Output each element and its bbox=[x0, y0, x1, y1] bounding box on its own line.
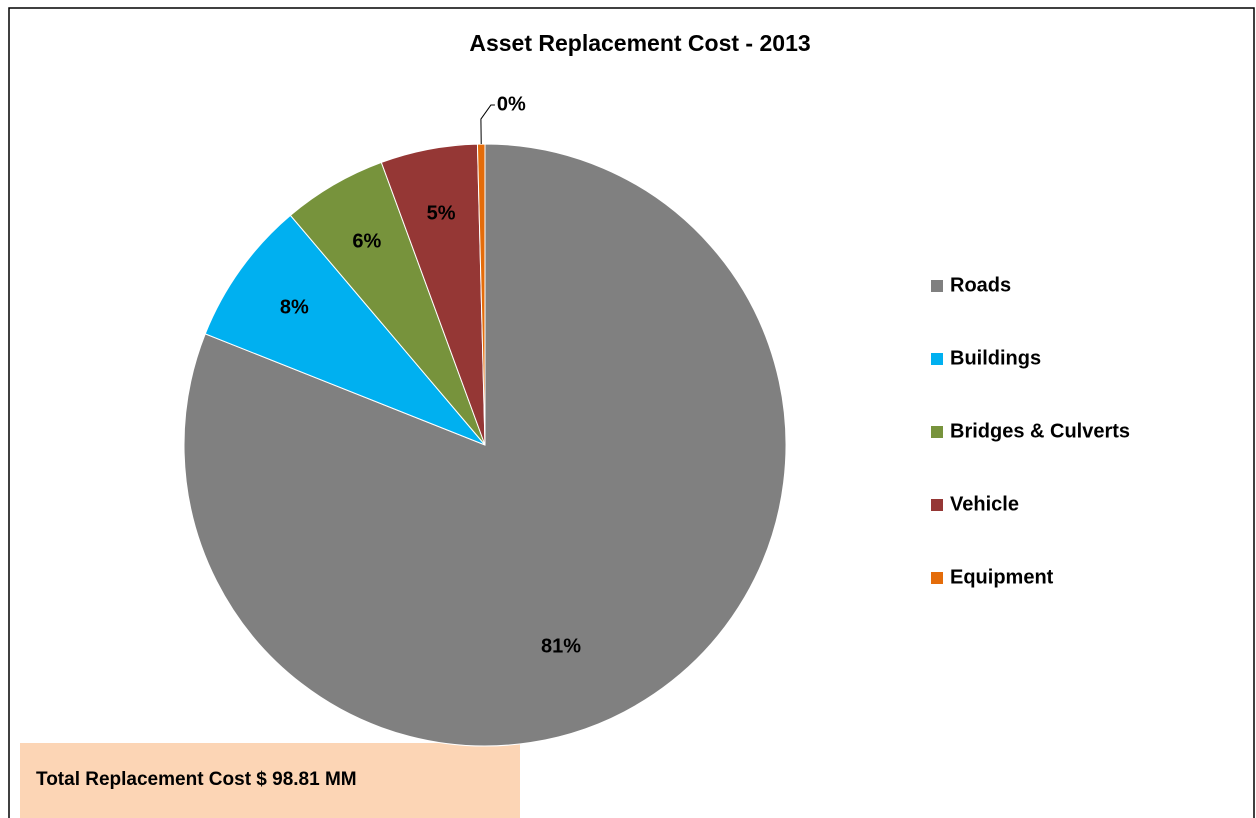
legend-swatch bbox=[931, 353, 943, 365]
data-label: 8% bbox=[280, 296, 309, 318]
legend-swatch bbox=[931, 572, 943, 584]
legend-swatch bbox=[931, 426, 943, 438]
chart-border bbox=[8, 7, 1255, 818]
legend-swatch bbox=[931, 499, 943, 511]
data-label: 6% bbox=[352, 230, 381, 252]
pie-slice bbox=[183, 143, 787, 747]
annotation-box bbox=[20, 743, 520, 818]
pie-slice bbox=[204, 214, 486, 446]
data-label: 5% bbox=[427, 203, 456, 225]
chart-title: Asset Replacement Cost - 2013 bbox=[469, 30, 810, 56]
leader-line bbox=[480, 104, 495, 145]
legend-swatch bbox=[931, 280, 943, 292]
pie-slice bbox=[476, 143, 486, 446]
annotation: Total Replacement Cost $ 98.81 MM bbox=[36, 769, 357, 790]
legend-label: Roads bbox=[950, 274, 1011, 296]
legend-label: Buildings bbox=[950, 347, 1041, 369]
data-label: 0% bbox=[497, 93, 526, 115]
data-label: 81% bbox=[541, 635, 581, 657]
legend-label: Bridges & Culverts bbox=[950, 420, 1130, 442]
legend-label: Vehicle bbox=[950, 493, 1019, 515]
legend-label: Equipment bbox=[950, 566, 1054, 588]
